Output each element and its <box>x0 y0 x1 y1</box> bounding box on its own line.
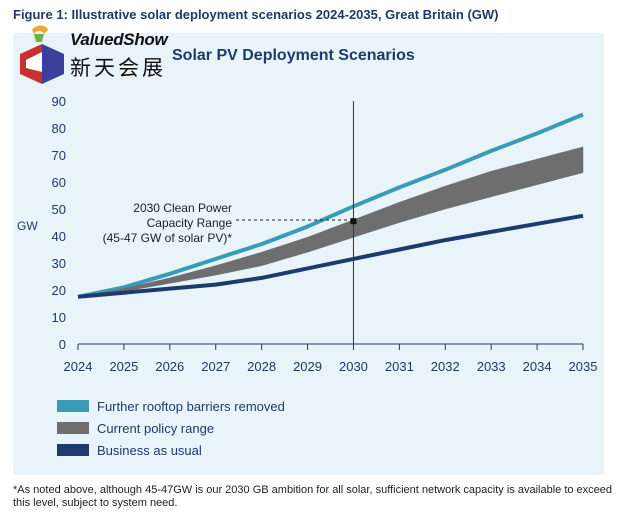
x-tick-label: 2025 <box>109 359 138 374</box>
y-tick-label: 80 <box>52 121 66 136</box>
chart-title: Solar PV Deployment Scenarios <box>172 47 415 64</box>
figure-title: Figure 1: Illustrative solar deployment … <box>13 7 499 22</box>
y-tick-label: 30 <box>52 256 66 271</box>
y-tick-label: 50 <box>52 202 66 217</box>
legend-swatch-policy <box>57 422 89 434</box>
chart-panel <box>13 33 604 475</box>
legend-swatch-bau <box>57 444 89 456</box>
valuedshow-logo: ValuedShow 新天会展 <box>18 22 173 84</box>
legend-label-policy: Current policy range <box>97 420 215 436</box>
logo-mark-icon <box>20 25 64 84</box>
y-tick-label: 60 <box>52 175 66 190</box>
annotation-text-line: (45-47 GW of solar PV)* <box>103 231 233 245</box>
series-line-rooftop-barriers-removed <box>77 112 584 299</box>
y-tick-label: 70 <box>52 148 66 163</box>
legend-item-bau: Business as usual <box>57 439 285 461</box>
x-tick-label: 2027 <box>201 359 230 374</box>
x-tick-label: 2031 <box>385 359 414 374</box>
legend-swatch-rooftop <box>57 400 89 412</box>
legend-label-rooftop: Further rooftop barriers removed <box>97 398 285 414</box>
x-tick-label: 2028 <box>247 359 276 374</box>
x-tick-label: 2035 <box>569 359 598 374</box>
y-tick-label: 0 <box>59 337 66 352</box>
y-axis-label: GW <box>17 219 38 233</box>
logo-chinese-text: 新天会展 <box>70 57 166 80</box>
y-tick-label: 10 <box>52 310 66 325</box>
x-tick-label: 2024 <box>64 359 93 374</box>
logo-brand-text: ValuedShow <box>70 30 168 49</box>
y-tick-label: 40 <box>52 229 66 244</box>
annotation-text-line: 2030 Clean Power <box>133 201 232 215</box>
x-tick-label: 2029 <box>293 359 322 374</box>
x-tick-label: 2030 <box>339 359 368 374</box>
legend-item-policy: Current policy range <box>57 417 285 439</box>
legend-item-rooftop: Further rooftop barriers removed <box>57 395 285 417</box>
series-band-current-policy <box>77 146 584 298</box>
x-tick-label: 2032 <box>431 359 460 374</box>
series-line-business-as-usual <box>77 213 584 299</box>
y-tick-label: 90 <box>52 94 66 109</box>
x-tick-label: 2026 <box>155 359 184 374</box>
y-tick-label: 20 <box>52 283 66 298</box>
x-tick-label: 2034 <box>523 359 552 374</box>
legend-label-bau: Business as usual <box>97 442 202 458</box>
legend: Further rooftop barriers removed Current… <box>57 395 285 461</box>
footnote: *As noted above, although 45-47GW is our… <box>13 484 613 509</box>
annotation-marker <box>350 218 357 225</box>
annotation-text-line: Capacity Range <box>147 216 233 230</box>
x-tick-label: 2033 <box>477 359 506 374</box>
